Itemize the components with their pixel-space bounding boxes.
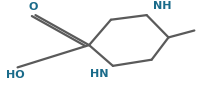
Text: O: O: [29, 2, 38, 12]
Text: HO: HO: [6, 70, 25, 80]
Text: HN: HN: [90, 69, 109, 79]
Text: NH: NH: [153, 1, 171, 11]
